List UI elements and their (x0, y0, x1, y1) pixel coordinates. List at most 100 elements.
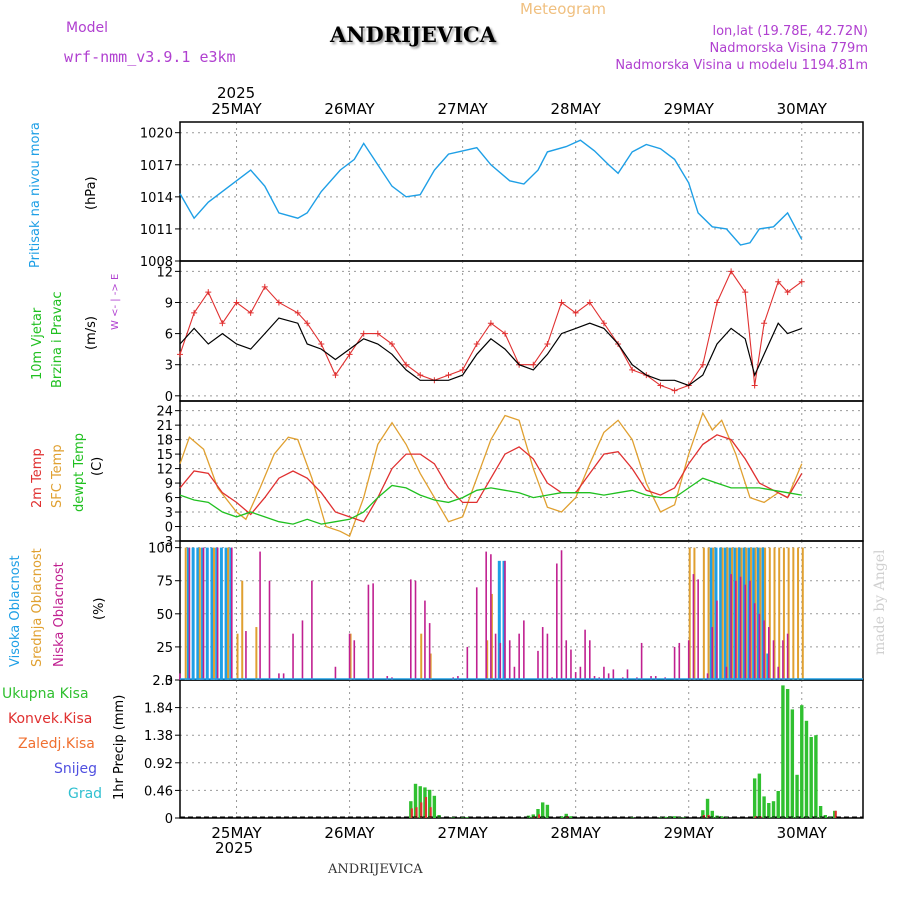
day-label-bottom: 25MAY (211, 824, 262, 842)
day-label-bottom: 29MAY (664, 824, 715, 842)
precip-total-bar (663, 816, 667, 818)
mid-cloud-bar (773, 547, 776, 680)
sfc-temp-line (179, 411, 803, 538)
gust-marker (558, 299, 565, 306)
y-tick-label: 0.46 (144, 784, 173, 799)
gust-marker (388, 340, 395, 347)
high-cloud-bar (497, 560, 501, 680)
gust-marker (502, 330, 509, 337)
low-cloud-bar (292, 633, 294, 680)
y-tick-label: 50 (156, 608, 173, 623)
gust-marker (713, 299, 720, 306)
low-cloud-bar (490, 554, 492, 680)
gust-marker (671, 387, 678, 394)
low-cloud-bar (697, 579, 699, 680)
gust-marker (417, 372, 424, 379)
precip-total-bar (823, 815, 828, 818)
precip-total-bar (814, 735, 818, 818)
precip-total-bar (809, 737, 813, 818)
low-cloud-bar (593, 676, 596, 680)
meteogram-label: Meteogram (520, 0, 606, 18)
precip-total-bar (427, 789, 432, 818)
precip-total-bar (785, 689, 790, 818)
high-cloud-bar (766, 653, 770, 680)
precip-total-bar (413, 783, 418, 818)
low-cloud-bar (367, 584, 370, 680)
y-tick-label: 12 (156, 265, 173, 280)
high-cloud-bar (224, 547, 228, 680)
low-cloud-bar (541, 627, 544, 680)
low-cloud-bar (259, 551, 261, 680)
precip-total-bar (762, 796, 766, 818)
gust-marker (751, 382, 758, 389)
mid-cloud-bar (241, 580, 244, 680)
mid-cloud-bar (735, 547, 738, 680)
precip-snow-label: Snijeg (54, 761, 98, 777)
low-cloud-bar (556, 563, 558, 680)
gust-marker (657, 382, 664, 389)
precip-total-bar (432, 795, 437, 818)
y-tick-label: 0 (165, 812, 173, 827)
low-cloud-bar (772, 640, 775, 680)
low-cloud-bar (640, 642, 643, 680)
y-tick-label: 18 (156, 434, 173, 449)
high-cloud-label: Visoka Oblacnost (8, 555, 23, 667)
low-cloud-bar (348, 633, 351, 680)
precip-total-bar (710, 810, 714, 818)
wind-compass: W <- | -> E (110, 273, 121, 330)
precip-total-bar (705, 798, 710, 818)
precip-total-bar (569, 816, 573, 818)
low-cloud-bar (311, 580, 313, 680)
gust-marker (275, 299, 282, 306)
low-cloud-bar (518, 633, 520, 680)
low-cloud-bar (386, 676, 389, 680)
low-cloud-bar (725, 666, 728, 680)
low-cloud-bar (372, 583, 374, 680)
y-tick-label: 0 (165, 521, 173, 536)
gust-marker (473, 340, 480, 347)
low-cloud-bar (334, 666, 337, 680)
y-tick-label: 9 (165, 477, 173, 492)
low-cloud-bar (650, 676, 652, 680)
mid-cloud-bar (712, 547, 715, 680)
precip-total-bar (701, 810, 705, 818)
y-tick-label: 1.84 (144, 702, 173, 717)
t2m-line (179, 434, 803, 523)
y-tick-label: 1017 (140, 159, 173, 174)
precip-total-bar (418, 786, 422, 818)
low-cloud-bar (749, 580, 751, 680)
y-tick-label: 21 (156, 419, 173, 434)
y-tick-label: 6 (165, 492, 173, 507)
mid-cloud-bar (490, 593, 493, 680)
y-tick-label: 1020 (140, 127, 173, 142)
precip-total-bar (757, 773, 762, 818)
y-tick-label: 75 (156, 575, 173, 590)
low-cloud-bar (282, 673, 285, 680)
low-cloud-bar (612, 669, 615, 680)
gust-marker (761, 320, 768, 327)
gust-marker (798, 278, 805, 285)
low-cloud-bar (466, 646, 469, 680)
low-cloud-bar (513, 666, 516, 680)
high-cloud-bar (215, 547, 219, 680)
precip-total-bar (719, 816, 724, 818)
low-cloud-bar (777, 666, 780, 680)
low-cloud-bar (494, 633, 497, 680)
low-cloud-label: Niska Oblacnost (52, 562, 67, 667)
footer-station: ANDRIJEVICA (328, 862, 423, 877)
y-tick-label: 24 (156, 405, 173, 420)
gust-marker (374, 330, 381, 337)
mid-cloud-bar (707, 547, 710, 680)
y-tick-label: 12 (156, 463, 173, 478)
pressure-line (179, 139, 803, 246)
mid-cloud-bar (721, 547, 724, 680)
y-tick-label: 25 (156, 641, 173, 656)
pressure-axis-title: Pritisak na nivou mora (28, 122, 43, 268)
high-cloud-bar (191, 547, 195, 680)
cloud-unit: (%) (92, 597, 107, 621)
dewpoint-line (179, 477, 802, 525)
day-label-bottom: 28MAY (551, 824, 602, 842)
low-cloud-bar (763, 620, 765, 680)
low-cloud-bar (216, 547, 219, 680)
mid-cloud-bar (693, 547, 696, 680)
